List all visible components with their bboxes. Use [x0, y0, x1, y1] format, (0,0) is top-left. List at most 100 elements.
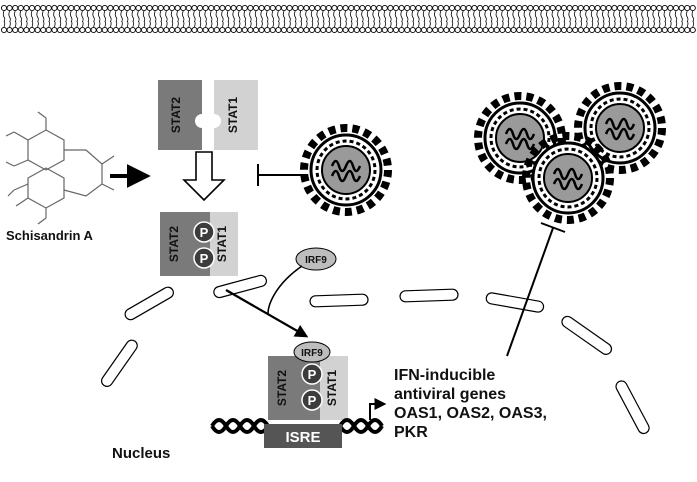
lipid-head: [112, 26, 120, 34]
lipid-head: [600, 26, 607, 34]
lipid-head: [84, 26, 92, 34]
lipid-head: [230, 4, 237, 12]
lipid-head: [180, 4, 187, 12]
lipid-head: [208, 4, 215, 12]
lipid-head: [437, 26, 444, 34]
lipid-head: [583, 26, 590, 34]
lipid-head: [252, 26, 260, 34]
lipid-tail: [456, 10, 459, 28]
lipid-head: [454, 26, 461, 34]
lipid-head: [538, 4, 545, 12]
lipid-head: [107, 4, 114, 12]
lipid-head: [185, 4, 192, 12]
lipid-head: [639, 4, 646, 12]
lipid-head: [387, 4, 394, 12]
lipid-head: [387, 26, 394, 34]
lipid-head: [353, 4, 360, 12]
virus-particle: [304, 128, 388, 212]
lipid-head: [628, 4, 635, 12]
lipid-tail: [590, 10, 594, 28]
lipid-tail: [428, 10, 431, 28]
lipid-tail: [131, 10, 134, 28]
lipid-head: [280, 4, 288, 12]
nuclear-envelope: [100, 274, 650, 435]
lipid-tail: [613, 10, 616, 28]
phospho-stat-dimer: STAT2 STAT1 P P: [160, 212, 238, 276]
lipid-tail: [120, 10, 123, 28]
lipid-head: [532, 4, 540, 12]
lipid-head: [398, 4, 405, 12]
lipid-head: [667, 26, 674, 34]
lipid-tail: [277, 10, 280, 28]
lipid-head: [320, 26, 327, 34]
lipid-tail: [322, 10, 325, 28]
lipid-head: [409, 26, 416, 34]
nucleus-label: Nucleus: [112, 445, 170, 462]
lipid-tail: [445, 10, 448, 28]
svg-text:P: P: [200, 225, 209, 240]
lipid-head: [96, 26, 103, 34]
lipid-head: [560, 26, 568, 34]
lipid-head: [269, 26, 276, 34]
lipid-tail: [176, 10, 179, 28]
lipid-head: [404, 4, 411, 12]
lipid-tail: [232, 10, 235, 28]
lipid-head: [521, 26, 528, 34]
lipid-tail: [47, 10, 50, 28]
lipid-head: [549, 4, 556, 12]
lipid-head: [454, 4, 461, 12]
lipid-tail: [271, 10, 274, 28]
svg-text:STAT1: STAT1: [215, 226, 229, 263]
lipid-head: [124, 4, 131, 12]
lipid-head: [79, 4, 86, 12]
lipid-head: [320, 4, 327, 12]
lipid-head: [650, 4, 657, 12]
lipid-tail: [663, 10, 666, 28]
lipid-head: [202, 4, 209, 12]
lipid-tail: [350, 10, 353, 28]
lipid-head: [236, 4, 243, 12]
lipid-head: [616, 26, 624, 34]
lipid-tail: [288, 10, 291, 28]
lipid-head: [555, 4, 562, 12]
lipid-head: [359, 26, 366, 34]
lipid-head: [73, 4, 80, 12]
lipid-head: [398, 26, 405, 34]
lipid-tail: [641, 10, 644, 28]
lipid-head: [308, 4, 316, 12]
lipid-head: [471, 4, 478, 12]
lipid-head: [28, 26, 36, 34]
lipid-head: [174, 26, 181, 34]
lipid-tail: [366, 10, 370, 28]
lipid-tail: [378, 10, 381, 28]
cell-membrane: [0, 4, 696, 34]
lipid-head: [482, 26, 489, 34]
lipid-tail: [686, 10, 689, 28]
lipid-head: [202, 26, 209, 34]
lipid-tail: [238, 10, 241, 28]
lipid-head: [325, 26, 332, 34]
lipid-head: [448, 4, 456, 12]
lipid-tail: [182, 10, 185, 28]
svg-text:IRF9: IRF9: [305, 255, 327, 266]
lipid-head: [224, 26, 232, 34]
lipid-tail: [506, 10, 510, 28]
lipid-tail: [518, 10, 521, 28]
lipid-head: [17, 4, 24, 12]
lipid-head: [667, 4, 674, 12]
lipid-head: [392, 4, 400, 12]
lipid-head: [124, 26, 131, 34]
lipid-head: [644, 4, 652, 12]
lipid-head: [23, 4, 30, 12]
lipid-head: [465, 4, 472, 12]
lipid-head: [370, 26, 377, 34]
lipid-head: [6, 4, 13, 12]
lipid-head: [594, 26, 601, 34]
lipid-tail: [333, 10, 336, 28]
lipid-head: [465, 26, 472, 34]
lipid-tail: [394, 10, 398, 28]
isgf3-complex: IRF9 STAT2 STAT1 P P: [268, 341, 348, 420]
lipid-head: [51, 26, 58, 34]
lipid-tail: [36, 10, 39, 28]
